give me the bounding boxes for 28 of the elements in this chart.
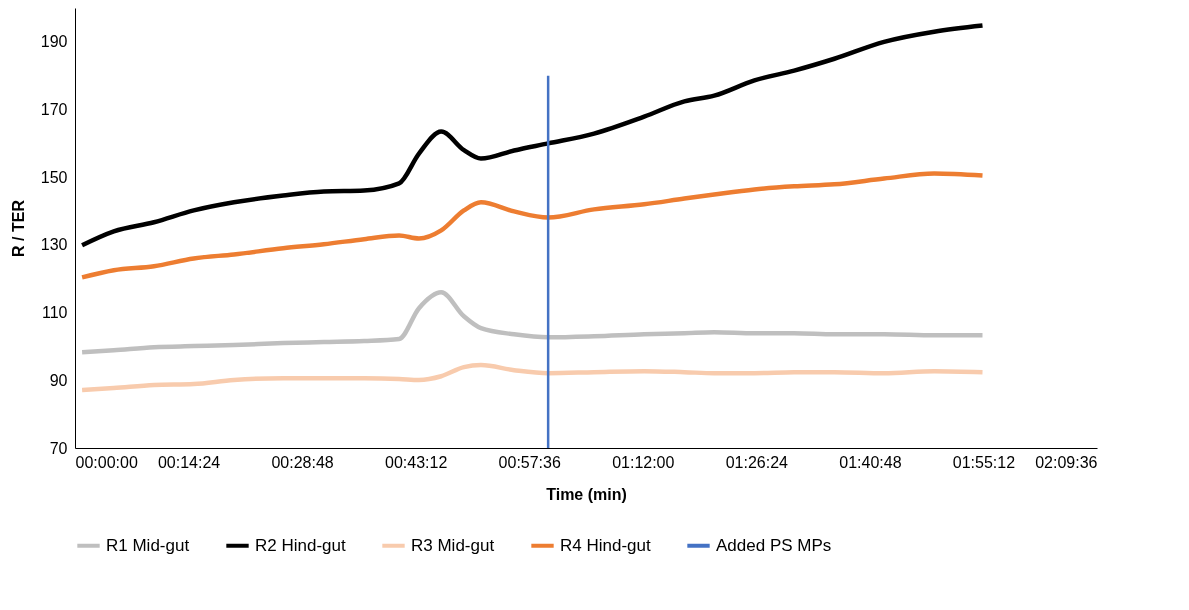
- y-tick-label: 130: [40, 236, 68, 254]
- x-tick-label: 00:28:48: [271, 453, 334, 471]
- x-tick-label: 01:12:00: [612, 453, 675, 471]
- x-tick-label: 00:57:36: [498, 453, 561, 471]
- x-tick-label: 01:26:24: [725, 453, 789, 471]
- line-series: [79, 171, 985, 280]
- y-tick-label: 150: [40, 168, 68, 186]
- line-series: [79, 362, 985, 393]
- x-tick-label: 00:43:12: [385, 453, 448, 471]
- line-series: [79, 290, 985, 355]
- x-axis-title: Time (min): [546, 485, 627, 503]
- x-tick-label: 02:09:36: [1035, 453, 1098, 471]
- y-tick-label: 70: [49, 439, 68, 457]
- y-tick-label: 190: [40, 33, 68, 51]
- legend-label: R1 Mid-gut: [106, 535, 190, 555]
- legend-label: Added PS MPs: [716, 535, 832, 555]
- legend-label: R2 Hind-gut: [255, 535, 346, 555]
- y-tick-label: 110: [41, 304, 68, 322]
- y-axis-title: R / TER: [9, 199, 27, 257]
- x-tick-label: 00:14:24: [157, 453, 221, 471]
- x-tick-label: 01:55:12: [952, 453, 1016, 471]
- legend-label: R3 Mid-gut: [411, 535, 495, 555]
- line-series: [79, 23, 985, 248]
- legend-label: R4 Hind-gut: [560, 535, 651, 555]
- x-tick-label: 00:00:00: [75, 453, 138, 471]
- y-tick-label: 170: [40, 101, 68, 119]
- y-tick-label: 90: [49, 371, 68, 389]
- x-tick-label: 01:40:48: [839, 453, 902, 471]
